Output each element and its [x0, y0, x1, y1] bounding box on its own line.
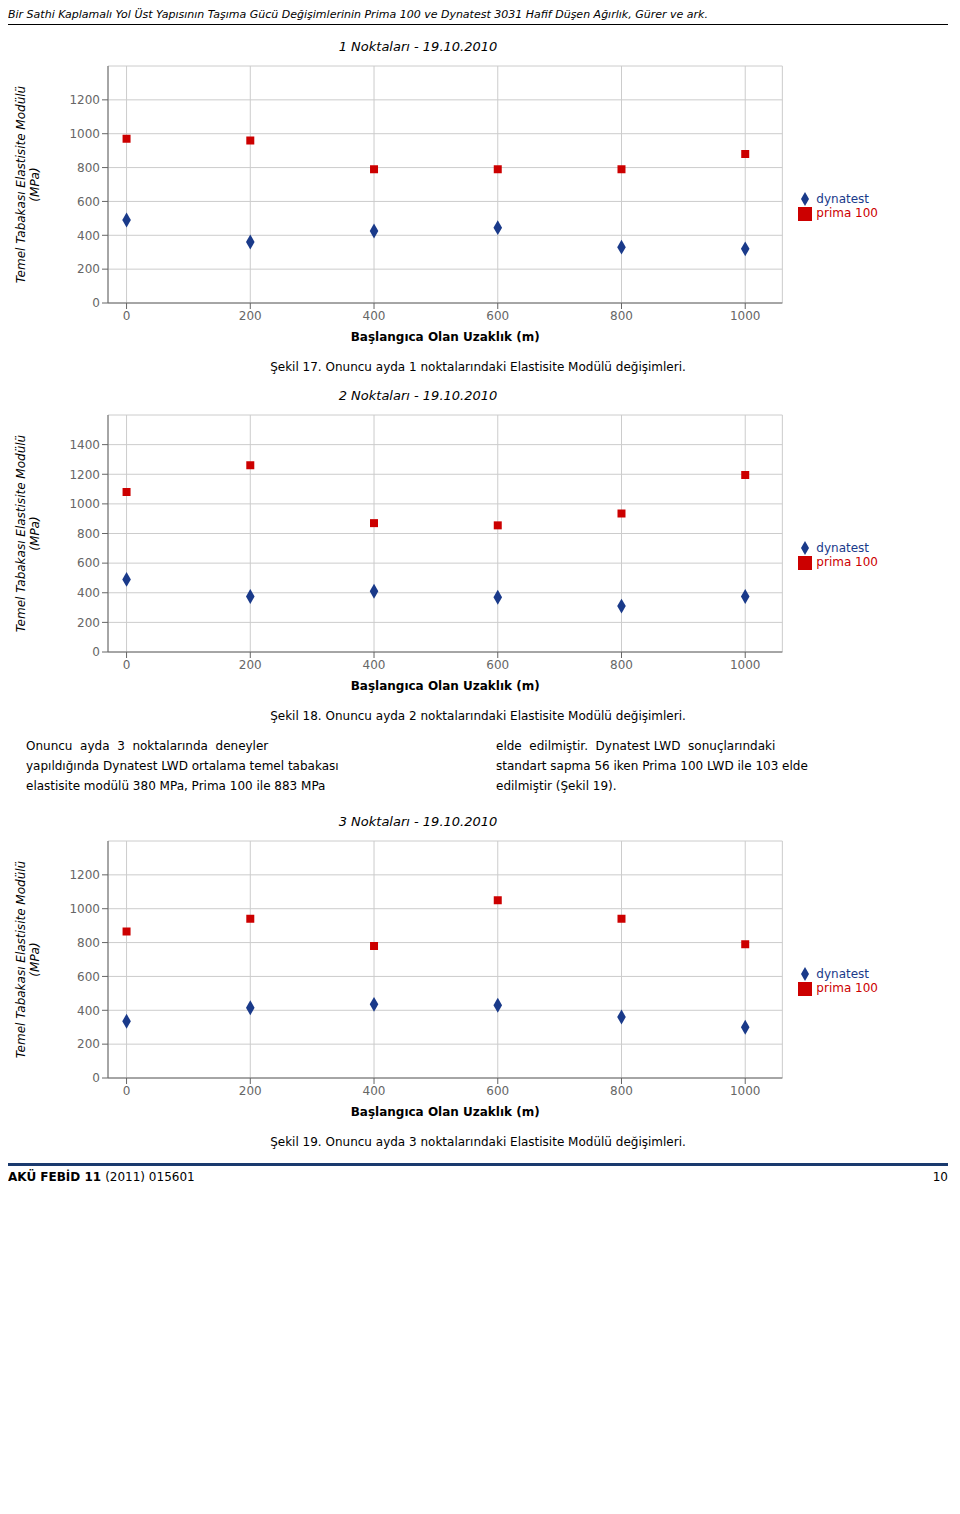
svg-text:600: 600: [486, 309, 509, 323]
html-text:2 Noktaları - 19.10.2010: 2 Noktaları - 19.10.2010: [338, 388, 498, 403]
svg-text:800: 800: [77, 527, 100, 541]
svg-text:800: 800: [610, 1084, 633, 1098]
svg-text:600: 600: [486, 658, 509, 672]
html-text:Şekil 17. Onuncu ayda 1 noktal: Şekil 17. Onuncu ayda 1 noktalarındaki E…: [270, 360, 686, 374]
html-text:dynatest: dynatest: [816, 966, 870, 981]
svg-text:0: 0: [123, 309, 131, 323]
html-text:elde edilmiştir. Dynatest LWD: elde edilmiştir. Dynatest LWD sonuçların…: [496, 739, 808, 793]
svg-text:200: 200: [239, 309, 262, 323]
html-text:dynatest: dynatest: [816, 191, 870, 206]
html-text:10: 10: [932, 1170, 948, 1185]
svg-text:400: 400: [77, 229, 100, 243]
svg-text:Başlangıca Olan Uzaklık (m): Başlangıca Olan Uzaklık (m): [351, 1105, 540, 1119]
html-text:dynatest: dynatest: [816, 540, 870, 555]
svg-text:1400: 1400: [69, 438, 100, 452]
svg-text:400: 400: [363, 1084, 386, 1098]
svg-text:600: 600: [77, 970, 100, 984]
svg-text:1200: 1200: [69, 869, 100, 883]
svg-text:1200: 1200: [69, 93, 100, 107]
svg-text:1200: 1200: [69, 468, 100, 482]
svg-text:400: 400: [363, 658, 386, 672]
svg-text:1000: 1000: [69, 497, 100, 511]
svg-text:800: 800: [77, 936, 100, 950]
html-text:Bir Sathi Kaplamalı Yol Üst Ya: Bir Sathi Kaplamalı Yol Üst Yapısının Ta…: [8, 8, 708, 21]
svg-text:1000: 1000: [69, 902, 100, 916]
svg-text:Temel Tabakası Elastisite Modü: Temel Tabakası Elastisite Modülü(MPa): [14, 85, 42, 283]
svg-text:400: 400: [77, 586, 100, 600]
svg-text:800: 800: [610, 658, 633, 672]
html-text:Şekil 19. Onuncu ayda 3 noktal: Şekil 19. Onuncu ayda 3 noktalarındaki E…: [270, 1135, 686, 1150]
svg-text:Temel Tabakası Elastisite Modü: Temel Tabakası Elastisite Modülü(MPa): [14, 434, 42, 632]
svg-text:800: 800: [610, 309, 633, 323]
svg-text:0: 0: [92, 296, 100, 310]
svg-text:Başlangıca Olan Uzaklık (m): Başlangıca Olan Uzaklık (m): [351, 679, 540, 693]
svg-text:1000: 1000: [730, 1084, 761, 1098]
svg-text:200: 200: [239, 658, 262, 672]
svg-text:0: 0: [123, 658, 131, 672]
svg-text:200: 200: [239, 1084, 262, 1098]
html-text:Şekil 18. Onuncu ayda 2 noktal: Şekil 18. Onuncu ayda 2 noktalarındaki E…: [270, 709, 686, 723]
svg-text:600: 600: [486, 1084, 509, 1098]
svg-text:200: 200: [77, 1038, 100, 1052]
html-text:3 Noktaları - 19.10.2010: 3 Noktaları - 19.10.2010: [338, 814, 498, 830]
svg-text:400: 400: [363, 309, 386, 323]
svg-text:0: 0: [92, 1072, 100, 1086]
html-text:prima 100: prima 100: [816, 555, 878, 569]
svg-text:1000: 1000: [730, 658, 761, 672]
html-text:1 Noktaları - 19.10.2010: 1 Noktaları - 19.10.2010: [338, 39, 498, 54]
svg-text:Temel Tabakası Elastisite Modü: Temel Tabakası Elastisite Modülü(MPa): [14, 861, 42, 1059]
svg-text:1000: 1000: [730, 309, 761, 323]
html-text:Onuncu ayda 3 noktalarında den: Onuncu ayda 3 noktalarında deneyler yapı…: [26, 739, 339, 793]
svg-text:200: 200: [77, 616, 100, 630]
svg-text:200: 200: [77, 262, 100, 276]
svg-text:Başlangıca Olan Uzaklık (m): Başlangıca Olan Uzaklık (m): [351, 330, 540, 344]
html-text:prima 100: prima 100: [816, 981, 878, 996]
svg-text:400: 400: [77, 1004, 100, 1018]
html-text:AKÜ FEBİD 11 (2011) 015601: AKÜ FEBİD 11 (2011) 015601: [8, 1170, 195, 1185]
svg-text:0: 0: [123, 1084, 131, 1098]
svg-text:1000: 1000: [69, 127, 100, 141]
html-text:prima 100: prima 100: [816, 206, 878, 220]
svg-text:600: 600: [77, 556, 100, 570]
svg-text:600: 600: [77, 195, 100, 209]
svg-text:800: 800: [77, 161, 100, 175]
svg-text:0: 0: [92, 645, 100, 659]
